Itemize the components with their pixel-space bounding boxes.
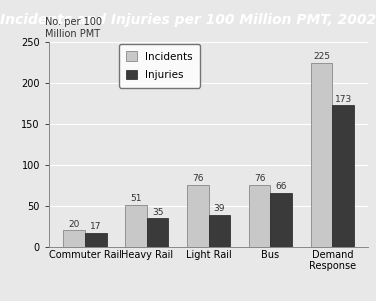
- Bar: [64, 231, 85, 247]
- Bar: [125, 205, 147, 247]
- Text: No. per 100
Million PMT: No. per 100 Million PMT: [45, 17, 102, 39]
- Text: 39: 39: [214, 204, 225, 213]
- Text: Incidents and Injuries per 100 Million PMT, 2002: Incidents and Injuries per 100 Million P…: [0, 13, 376, 26]
- Text: 76: 76: [254, 174, 265, 183]
- Legend: Incidents, Injuries: Incidents, Injuries: [119, 44, 200, 88]
- Text: 35: 35: [152, 207, 164, 216]
- Text: 66: 66: [276, 182, 287, 191]
- Bar: [209, 215, 230, 247]
- Bar: [249, 185, 270, 247]
- Text: 173: 173: [335, 95, 352, 104]
- Text: 51: 51: [130, 194, 142, 203]
- Text: 20: 20: [68, 220, 80, 229]
- Bar: [270, 193, 292, 247]
- Text: 17: 17: [90, 222, 102, 231]
- Text: 225: 225: [313, 52, 330, 61]
- Bar: [147, 218, 168, 247]
- Bar: [311, 63, 332, 247]
- Bar: [85, 233, 107, 247]
- Bar: [187, 185, 209, 247]
- Bar: [332, 105, 354, 247]
- Text: 76: 76: [192, 174, 204, 183]
